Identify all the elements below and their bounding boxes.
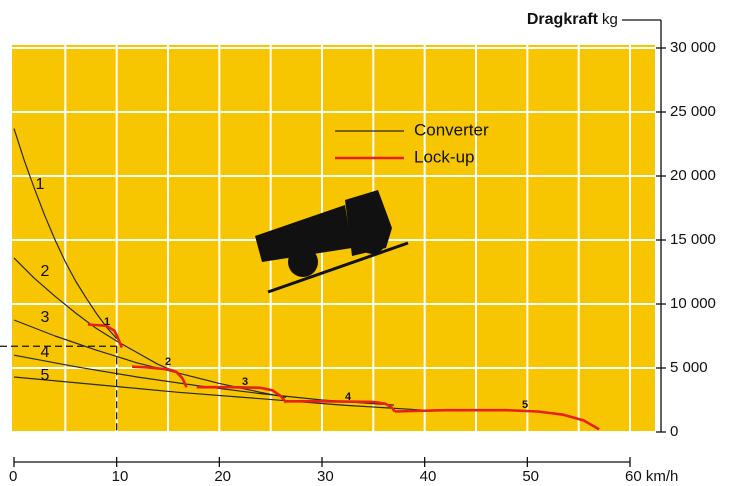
curve-label: 1 <box>104 316 110 328</box>
y-tick-label: 25 000 <box>670 103 716 120</box>
x-tick-label: 20 <box>214 468 231 485</box>
x-tick-label: 0 <box>9 468 17 485</box>
y-tick-label: 10 000 <box>670 295 716 312</box>
y-tick-label: 20 000 <box>670 167 716 184</box>
legend-label: Converter <box>414 120 489 139</box>
y-axis-label: Dragkraft <box>527 11 599 28</box>
y-tick-label: 0 <box>670 423 678 440</box>
y-tick-label: 30 000 <box>670 39 716 56</box>
x-tick-label: 30 <box>317 468 334 485</box>
curve-label: 2 <box>41 263 50 280</box>
chart: 1234512345 ConverterLock-up 05 00010 000… <box>0 0 730 486</box>
y-tick-label: 5 000 <box>670 359 708 376</box>
curve-label: 3 <box>41 309 50 326</box>
x-tick-label: 40 <box>420 468 437 485</box>
x-tick-label: 60 km/h <box>625 468 678 485</box>
curve-label: 5 <box>41 367 50 384</box>
curve-label: 5 <box>522 399 528 411</box>
y-tick-label: 15 000 <box>670 231 716 248</box>
y-axis-unit: kg <box>602 11 618 28</box>
curve-label: 2 <box>165 356 171 368</box>
legend-label: Lock-up <box>414 147 474 166</box>
x-tick-label: 50 <box>522 468 539 485</box>
x-tick-label: 10 <box>112 468 129 485</box>
curve-label: 1 <box>36 176 45 193</box>
curve-label: 3 <box>242 376 248 388</box>
curve-label: 4 <box>345 391 352 403</box>
